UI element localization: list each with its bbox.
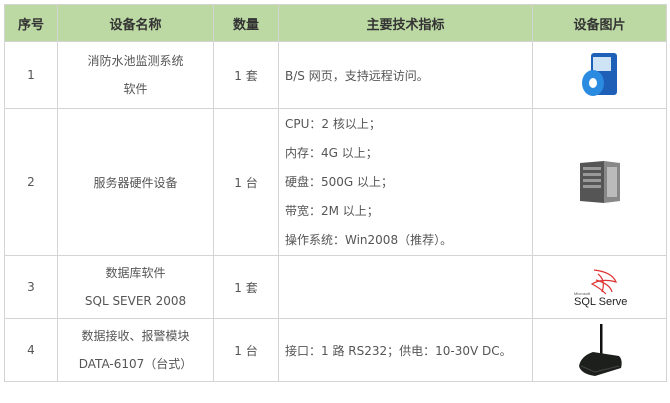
- equipment-table: 序号 设备名称 数量 主要技术指标 设备图片 1 消防水池监测系统 软件 1 套 …: [4, 4, 667, 382]
- name-line: 数据接收、报警模块: [81, 329, 190, 343]
- spec-line: 带宽：2M 以上；: [285, 203, 379, 218]
- name-line: 数据库软件: [105, 266, 166, 280]
- row-qty: 1 台: [213, 318, 279, 382]
- row-name: 数据接收、报警模块 DATA-6107（台式）: [57, 318, 214, 382]
- row-image: [532, 41, 667, 109]
- header-image: 设备图片: [532, 4, 667, 42]
- server-tower-icon: [533, 159, 666, 205]
- spec-line: CPU：2 核以上；: [285, 116, 381, 131]
- row-qty: 1 套: [213, 255, 279, 319]
- svg-text:Microsoft: Microsoft: [574, 291, 591, 296]
- table-row: 1 消防水池监测系统 软件 1 套 B/S 网页，支持远程访问。: [4, 41, 667, 109]
- name-line: 软件: [123, 82, 148, 96]
- row-name: 数据库软件 SQL SEVER 2008: [57, 255, 214, 319]
- row-image: [532, 108, 667, 256]
- row-no: 1: [4, 41, 58, 109]
- row-no: 2: [4, 108, 58, 256]
- header-specs: 主要技术指标: [278, 4, 533, 42]
- row-specs: CPU：2 核以上； 内存：4G 以上； 硬盘：500G 以上； 带宽：2M 以…: [278, 108, 533, 256]
- sql-server-logo: SQL Server Microsoft: [533, 266, 666, 308]
- row-qty: 1 套: [213, 41, 279, 109]
- spec-line: 接口：1 路 RS232；供电：10-30V DC。: [285, 343, 512, 358]
- row-no: 4: [4, 318, 58, 382]
- row-specs: B/S 网页，支持远程访问。: [278, 41, 533, 109]
- header-row: 序号 设备名称 数量 主要技术指标 设备图片: [4, 4, 667, 42]
- header-qty: 数量: [213, 4, 279, 42]
- row-name: 服务器硬件设备: [57, 108, 214, 256]
- header-no: 序号: [4, 4, 58, 42]
- spec-line: 操作系统：Win2008（推荐）。: [285, 232, 453, 247]
- table-row: 4 数据接收、报警模块 DATA-6107（台式） 1 台 接口：1 路 RS23…: [4, 318, 667, 382]
- software-box-icon: [533, 51, 666, 99]
- svg-text:SQL Server: SQL Server: [574, 296, 628, 308]
- spec-line: B/S 网页，支持远程访问。: [285, 68, 429, 83]
- name-line: 消防水池监测系统: [87, 54, 184, 68]
- name-line: DATA-6107（台式）: [78, 357, 193, 371]
- row-image: [532, 318, 667, 382]
- row-qty: 1 台: [213, 108, 279, 256]
- row-image: SQL Server Microsoft: [532, 255, 667, 319]
- row-name: 消防水池监测系统 软件: [57, 41, 214, 109]
- row-specs: 接口：1 路 RS232；供电：10-30V DC。: [278, 318, 533, 382]
- name-line: SQL SEVER 2008: [84, 294, 187, 308]
- row-no: 3: [4, 255, 58, 319]
- row-specs: [278, 255, 533, 319]
- table-row: 3 数据库软件 SQL SEVER 2008 1 套 SQL Server Micr…: [4, 255, 667, 319]
- table-row: 2 服务器硬件设备 1 台 CPU：2 核以上； 内存：4G 以上； 硬盘：50…: [4, 108, 667, 256]
- header-name: 设备名称: [57, 4, 214, 42]
- wireless-router-icon: [533, 322, 666, 378]
- spec-line: 硬盘：500G 以上；: [285, 174, 394, 189]
- spec-line: 内存：4G 以上；: [285, 145, 378, 160]
